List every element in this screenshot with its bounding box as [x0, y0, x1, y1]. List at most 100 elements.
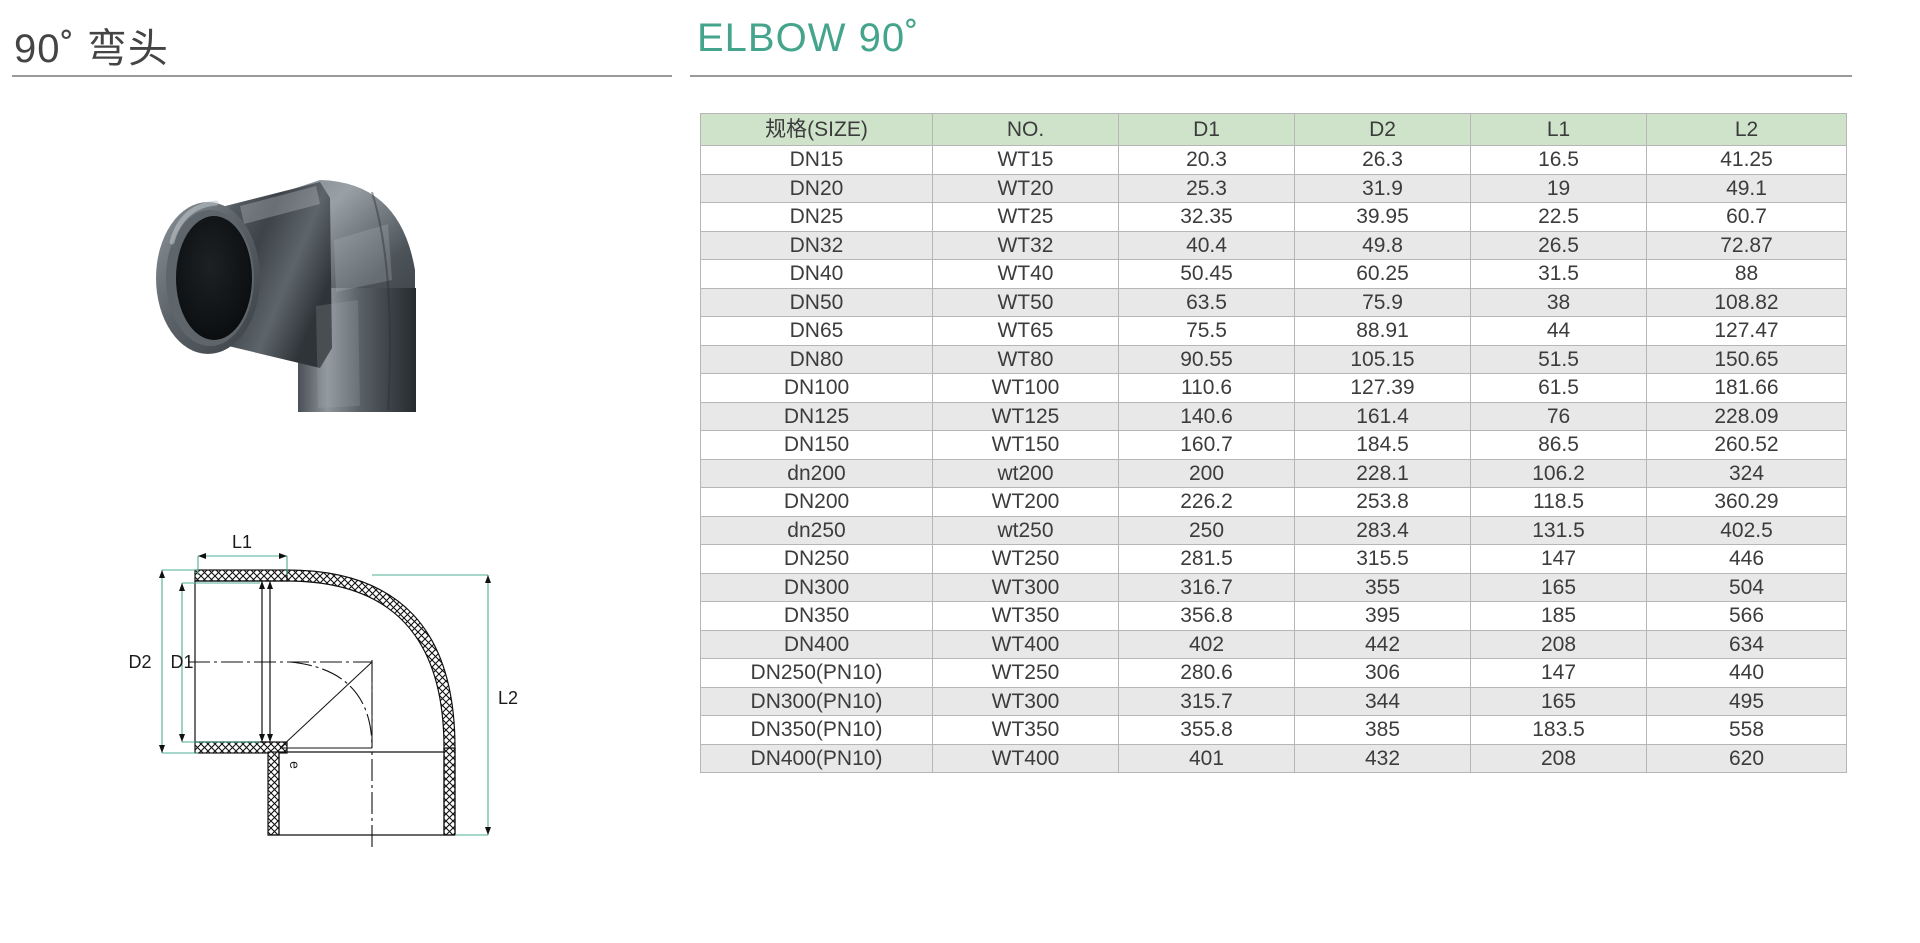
cell-d1: 281.5: [1118, 544, 1295, 574]
table-row: DN25 WT25 32.35 39.95 22.5 60.7: [700, 202, 1847, 232]
cell-l2: 228.09: [1646, 401, 1847, 431]
cell-no: WT400: [932, 743, 1119, 773]
title-divider-left: [12, 75, 672, 77]
cell-no: WT50: [932, 287, 1119, 317]
cell-size: DN50: [700, 287, 933, 317]
elbow-highlight: [240, 186, 320, 224]
cell-l1: 44: [1470, 316, 1647, 346]
cell-l1: 208: [1470, 629, 1647, 659]
cell-size: DN65: [700, 316, 933, 346]
elbow-photo-svg: [156, 180, 416, 412]
cell-size: DN150: [700, 430, 933, 460]
page-title-en: ELBOW 90˚: [697, 16, 920, 60]
wall-hatch-right-vertical: [443, 747, 456, 836]
cell-d2: 49.8: [1294, 230, 1471, 260]
cell-no: WT250: [932, 658, 1119, 688]
cell-no: WT350: [932, 601, 1119, 631]
table-row: DN15 WT15 20.3 26.3 16.5 41.25: [700, 145, 1847, 175]
cell-l1: 26.5: [1470, 230, 1647, 260]
table-header-row: 规格(SIZE) NO. D1 D2 L1 L2: [700, 113, 1847, 146]
cell-l1: 86.5: [1470, 430, 1647, 460]
table-row: DN300 WT300 316.7 355 165 504: [700, 572, 1847, 602]
cell-l2: 440: [1646, 658, 1847, 688]
cell-no: wt250: [932, 515, 1119, 545]
cell-size: DN300(PN10): [700, 686, 933, 716]
cell-l2: 108.82: [1646, 287, 1847, 317]
table-row: DN32 WT32 40.4 49.8 26.5 72.87: [700, 230, 1847, 260]
cell-d2: 26.3: [1294, 145, 1471, 175]
cell-d2: 228.1: [1294, 458, 1471, 488]
table-row: dn200 wt200 200 228.1 106.2 324: [700, 458, 1847, 488]
elbow-drawing-svg: L1 D2 D1 L2 e: [128, 532, 518, 850]
table-body: DN15 WT15 20.3 26.3 16.5 41.25 DN20 WT20 25.3 31.…: [700, 145, 1847, 773]
cell-l2: 495: [1646, 686, 1847, 716]
cell-size: DN400: [700, 629, 933, 659]
cell-d1: 75.5: [1118, 316, 1295, 346]
cell-l1: 183.5: [1470, 715, 1647, 745]
cell-d1: 40.4: [1118, 230, 1295, 260]
cell-d1: 25.3: [1118, 173, 1295, 203]
cell-no: WT200: [932, 487, 1119, 517]
table-row: DN300(PN10) WT300 315.7 344 165 495: [700, 686, 1847, 716]
col-header-size: 规格(SIZE): [700, 113, 933, 146]
cell-no: WT20: [932, 173, 1119, 203]
cell-l1: 106.2: [1470, 458, 1647, 488]
cell-size: DN25: [700, 202, 933, 232]
cell-d1: 402: [1118, 629, 1295, 659]
cell-l2: 88: [1646, 259, 1847, 289]
table-row: DN65 WT65 75.5 88.91 44 127.47: [700, 316, 1847, 346]
dim-label-l2: L2: [498, 688, 518, 708]
cell-d2: 306: [1294, 658, 1471, 688]
cell-d1: 32.35: [1118, 202, 1295, 232]
centerline-arc: [289, 661, 373, 749]
cell-no: WT350: [932, 715, 1119, 745]
cell-no: WT400: [932, 629, 1119, 659]
table-row: DN350(PN10) WT350 355.8 385 183.5 558: [700, 715, 1847, 745]
elbow-highlight-leg: [316, 300, 360, 408]
cell-l2: 41.25: [1646, 145, 1847, 175]
cell-size: DN80: [700, 344, 933, 374]
cell-l2: 181.66: [1646, 373, 1847, 403]
cell-d2: 127.39: [1294, 373, 1471, 403]
cell-size: DN15: [700, 145, 933, 175]
cell-d1: 355.8: [1118, 715, 1295, 745]
mold-seam: [371, 191, 391, 411]
table-row: DN350 WT350 356.8 395 185 566: [700, 601, 1847, 631]
table-row: DN20 WT20 25.3 31.9 19 49.1: [700, 173, 1847, 203]
table-row: DN250 WT250 281.5 315.5 147 446: [700, 544, 1847, 574]
cell-no: wt200: [932, 458, 1119, 488]
cell-l1: 185: [1470, 601, 1647, 631]
cell-no: WT125: [932, 401, 1119, 431]
cell-d2: 184.5: [1294, 430, 1471, 460]
cell-d1: 140.6: [1118, 401, 1295, 431]
cell-d1: 20.3: [1118, 145, 1295, 175]
cell-size: dn250: [700, 515, 933, 545]
cell-l2: 260.52: [1646, 430, 1847, 460]
cell-no: WT65: [932, 316, 1119, 346]
cell-d2: 344: [1294, 686, 1471, 716]
table-row: DN200 WT200 226.2 253.8 118.5 360.29: [700, 487, 1847, 517]
cell-no: WT300: [932, 686, 1119, 716]
cell-size: DN250: [700, 544, 933, 574]
cell-l2: 324: [1646, 458, 1847, 488]
cell-l2: 49.1: [1646, 173, 1847, 203]
cell-l2: 446: [1646, 544, 1847, 574]
cell-size: dn200: [700, 458, 933, 488]
cell-d1: 110.6: [1118, 373, 1295, 403]
col-header-l2: L2: [1646, 113, 1847, 146]
cell-size: DN350(PN10): [700, 715, 933, 745]
cell-no: WT32: [932, 230, 1119, 260]
dim-label-d1: D1: [170, 652, 193, 672]
cell-l1: 22.5: [1470, 202, 1647, 232]
cell-size: DN100: [700, 373, 933, 403]
cell-no: WT40: [932, 259, 1119, 289]
cell-no: WT15: [932, 145, 1119, 175]
specification-table: 规格(SIZE) NO. D1 D2 L1 L2 DN15 WT15 20.3 26.…: [700, 113, 1847, 773]
cell-l1: 76: [1470, 401, 1647, 431]
technical-drawing: L1 D2 D1 L2 e: [110, 520, 530, 860]
cell-d2: 283.4: [1294, 515, 1471, 545]
cell-l1: 147: [1470, 658, 1647, 688]
cell-size: DN20: [700, 173, 933, 203]
cell-d1: 50.45: [1118, 259, 1295, 289]
cell-size: DN250(PN10): [700, 658, 933, 688]
